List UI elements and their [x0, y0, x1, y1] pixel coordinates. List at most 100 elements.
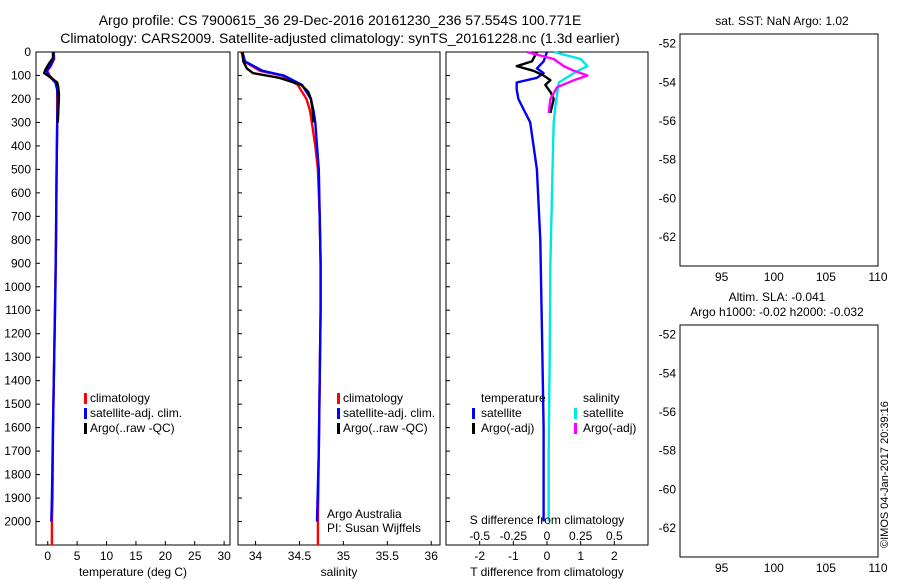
sla-map-subtitle: Argo h1000: -0.02 h2000: -0.032 — [690, 305, 864, 319]
temp-legend-swatch-argo — [84, 423, 87, 434]
sal-series-argo-raw-qc — [241, 51, 315, 123]
sal-legend-climatology: climatology — [343, 391, 403, 405]
temp-ytick-label: 1700 — [4, 444, 31, 458]
sla-map-title: Altim. SLA: -0.041 — [729, 290, 826, 304]
sst-map-frame — [679, 33, 879, 267]
diff-xtick-label: -2 — [474, 549, 485, 563]
sla_map-ytick-label: -54 — [659, 366, 677, 380]
sal-xtick-label: 35 — [337, 549, 351, 563]
diff-legend-temperature-title: temperature — [481, 391, 546, 405]
diff-legend-sal-satellite: satellite — [583, 406, 624, 420]
diff-legend-sal-argo: Argo(-adj) — [583, 421, 636, 435]
diff-legend-temp-satellite: satellite — [481, 406, 522, 420]
temp-xtick-label: 0 — [44, 549, 51, 563]
temp-ytick-label: 1300 — [4, 350, 31, 364]
diff-xtick-label: 2 — [611, 549, 618, 563]
sla-map: 95 100 105 110 -52 -54 -56 -58 -60 -62 — [659, 324, 888, 575]
sla_map-xtick-label: 105 — [816, 561, 836, 575]
sal-xtick-label: 34.5 — [288, 549, 312, 563]
diff-panel: -2 -1 0 1 2 -0.5 -0.25 0 0.25 0.5 — [446, 50, 623, 563]
temp-ytick-label: 300 — [11, 115, 31, 129]
sal-legend-argo: Argo(..raw -QC) — [343, 421, 428, 435]
sst_map-ytick-label: -58 — [659, 153, 677, 167]
diff-xtick2-label: 0.25 — [569, 529, 593, 543]
temp-xtick-label: 25 — [188, 549, 202, 563]
sal-legend: climatology satellite-adj. clim. Argo(..… — [337, 391, 435, 435]
temp-legend-swatch-climatology — [84, 393, 87, 404]
sal-legend-swatch-satellite — [337, 408, 340, 419]
sst_map-ytick-label: -60 — [659, 191, 677, 205]
diff-legend-swatch-sal-satellite — [574, 408, 577, 419]
sla-map-frame — [679, 324, 879, 558]
temp-xtick-label: 10 — [100, 549, 114, 563]
temp-legend-climatology: climatology — [90, 391, 150, 405]
temp-legend-satellite: satellite-adj. clim. — [90, 406, 182, 420]
diff-legend-swatch-temp-satellite — [472, 408, 475, 419]
temp-ytick-label: 800 — [11, 233, 31, 247]
diff-series-temperature-satellite — [515, 51, 549, 522]
temp-ytick-label: 1800 — [4, 468, 31, 482]
diff-xtick-label: 0 — [544, 549, 551, 563]
sal-legend-swatch-climatology — [337, 393, 340, 404]
diff-legend-salinity-title: salinity — [583, 391, 620, 405]
diff-legend-swatch-sal-argo — [574, 423, 577, 434]
diff-axes-frame — [445, 51, 649, 546]
credit-text: Argo Australia — [327, 507, 402, 521]
temp-series-argo-raw-qc — [43, 52, 61, 123]
temp-ytick-label: 1600 — [4, 421, 31, 435]
sal-xtick-label: 36 — [425, 549, 439, 563]
temp-series-satellite-adj-clim — [45, 52, 59, 522]
sst-map-title: sat. SST: NaN Argo: 1.02 — [715, 14, 849, 28]
pi-text: PI: Susan Wijffels — [327, 521, 421, 535]
diff-series-temperature-argo-adj — [515, 51, 555, 114]
sal-xlabel: salinity — [321, 565, 358, 579]
diff-series-salinity-argo-adj — [526, 50, 589, 114]
watermark-text: ©IMOS 04-Jan-2017 20:39:16 — [879, 401, 891, 548]
sla_map-ytick-label: -62 — [659, 521, 677, 535]
temp-xtick-label: 20 — [159, 549, 173, 563]
title-line-2: Climatology: CARS2009. Satellite-adjuste… — [60, 30, 620, 46]
diff-legend-temp-argo: Argo(-adj) — [481, 421, 534, 435]
temp-legend-swatch-satellite — [84, 408, 87, 419]
sst_map-ytick-label: -52 — [659, 37, 677, 51]
diff-legend-swatch-temp-argo — [472, 423, 475, 434]
sal-legend-swatch-argo — [337, 423, 340, 434]
temp-ytick-label: 1100 — [5, 303, 31, 317]
sla_map-ytick-label: -58 — [659, 444, 677, 458]
sal-panel: 34 34.5 35 35.5 36 — [238, 51, 439, 563]
sst_map-xtick-label: 100 — [764, 270, 784, 284]
sal-series-satellite-adj-clim — [241, 51, 322, 522]
sal-legend-satellite: satellite-adj. clim. — [343, 406, 435, 420]
sla_map-ytick-label: -60 — [659, 482, 677, 496]
diff-xtick2-label: 0 — [544, 529, 551, 543]
sst-map: 95 100 105 110 -52 -54 -56 -58 -60 -62 — [659, 33, 888, 284]
diff-legend: temperature satellite Argo(-adj) salinit… — [472, 391, 636, 435]
temp-xtick-label: 5 — [74, 549, 81, 563]
sla_map-xtick-label: 110 — [868, 561, 887, 575]
temp-xlabel: temperature (deg C) — [79, 565, 187, 579]
sst_map-xtick-label: 105 — [816, 270, 836, 284]
diff-series-salinity-satellite — [547, 50, 589, 522]
temp-ytick-label: 400 — [11, 139, 31, 153]
temp-axes-frame — [35, 51, 231, 546]
temp-legend-argo: Argo(..raw -QC) — [90, 421, 175, 435]
sla_map-ytick-label: -56 — [659, 405, 677, 419]
sst_map-xtick-label: 95 — [715, 270, 729, 284]
temp-ytick-label: 0 — [24, 45, 31, 59]
diff-xtick2-label: -0.5 — [469, 529, 490, 543]
temp-ytick-label: 900 — [11, 256, 31, 270]
sst_map-ytick-label: -56 — [659, 114, 677, 128]
temp-panel: 0 5 10 15 20 25 300100200300400500600700800900… — [4, 45, 231, 563]
sst_map-ytick-label: -62 — [659, 230, 677, 244]
temp-ytick-label: 1400 — [4, 374, 31, 388]
temp-ytick-label: 500 — [11, 162, 31, 176]
temp-ytick-label: 1200 — [4, 327, 31, 341]
sst_map-xtick-label: 110 — [868, 270, 887, 284]
sal-series-climatology — [240, 51, 322, 545]
temp-ytick-label: 100 — [11, 68, 31, 82]
sla_map-xtick-label: 100 — [764, 561, 784, 575]
sst_map-ytick-label: -54 — [659, 75, 677, 89]
diff-xlabel: T difference from climatology — [470, 565, 624, 579]
temp-ytick-label: 600 — [11, 186, 31, 200]
